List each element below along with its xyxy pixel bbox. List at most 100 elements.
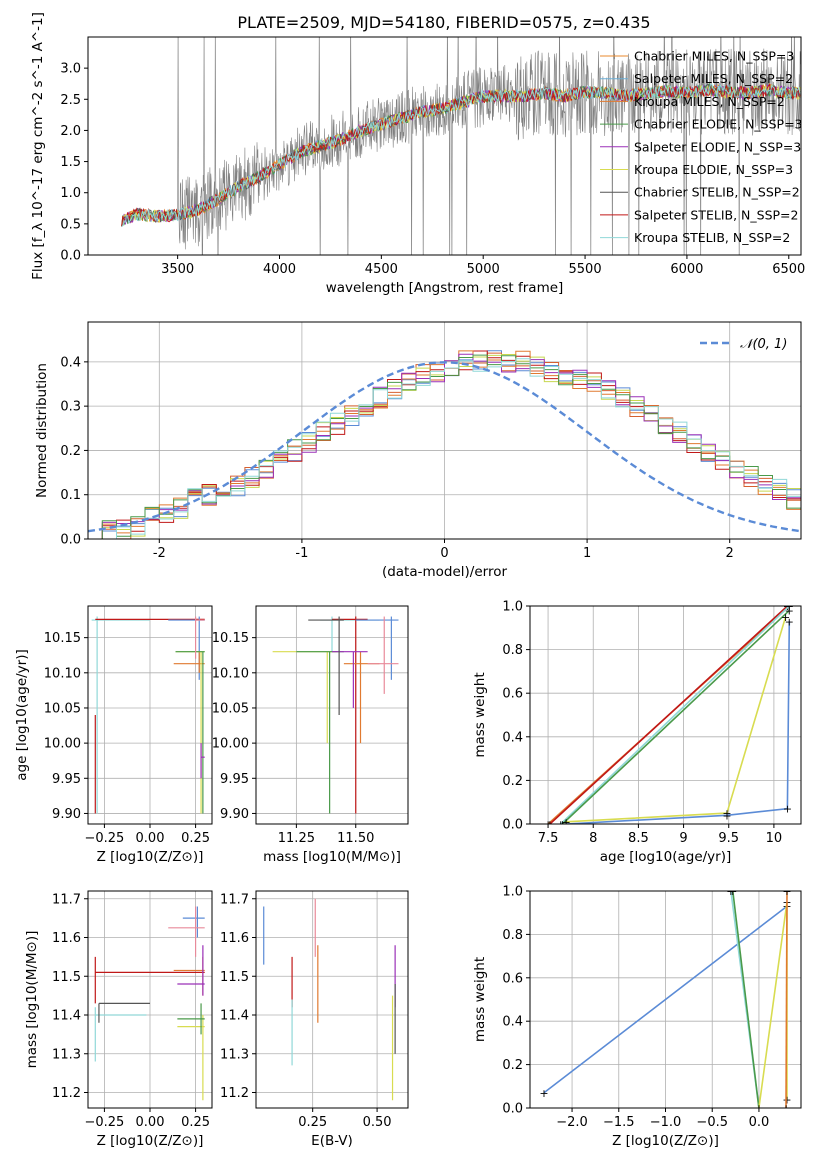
x-tick-label: 9.5: [718, 831, 739, 846]
weight-marker: +: [754, 1102, 763, 1115]
y-tick-label: 9.90: [220, 807, 249, 822]
weight-marker: +: [783, 803, 792, 816]
y-tick-label: 0.3: [60, 400, 81, 415]
weight-marker: +: [785, 604, 794, 617]
x-tick-label: −2.0: [556, 1115, 588, 1130]
y-tick-label: 10.10: [212, 666, 249, 681]
weight-marker: +: [782, 885, 791, 898]
x-tick-label: -1: [295, 546, 308, 561]
legend-label: Salpeter STELIB, N_SSP=2: [634, 207, 798, 222]
x-tick-label: 9: [679, 831, 687, 846]
x-tick-label: −0.25: [84, 831, 124, 846]
axes-frame: [529, 605, 802, 825]
weight-marker: +: [722, 809, 731, 822]
legend-label: Salpeter MILES, N_SSP=2: [634, 71, 793, 86]
panel-spectrum: 3500 4000 4500 5000 5500 6000 6500 0.0 0.5 1.0 1.5…: [30, 12, 805, 296]
weight-line: [785, 891, 788, 1108]
y-tick-label: 10.00: [44, 737, 81, 752]
x-axis-label: Z [log10(Z/Z⊙)]: [97, 1133, 204, 1149]
x-tick-label: 0: [440, 546, 448, 561]
figure-title: PLATE=2509, MJD=54180, FIBERID=0575, z=0…: [237, 13, 650, 32]
y-tick-label: 0.6: [502, 687, 523, 702]
weight-line: [543, 905, 788, 1094]
panel-residual-hist: -2 -1 0 1 2 0.0 0.1 0.2 0.3 0.4 (data-model)/error…: [34, 321, 802, 580]
y-tick-label: 11.2: [52, 1086, 81, 1101]
y-tick-label: 11.6: [220, 931, 249, 946]
y-tick-label: 11.3: [220, 1047, 249, 1062]
x-tick-label: 1: [583, 546, 591, 561]
y-tick-label: 0.1: [60, 488, 81, 503]
weight-marker: +: [722, 807, 731, 820]
x-tick-label: −0.25: [84, 1115, 124, 1130]
x-tick-label: 3500: [161, 262, 194, 277]
y-tick-label: 0.0: [60, 249, 81, 264]
weight-line: [566, 621, 791, 824]
weight-line: [549, 606, 788, 824]
y-tick-label: 0.0: [502, 1102, 523, 1117]
plot-area: [272, 616, 399, 814]
weight-marker: +: [785, 615, 794, 628]
x-tick-label: 8: [589, 831, 597, 846]
x-tick-label: 11.25: [278, 831, 315, 846]
y-axis-label: Flux [f_λ 10^-17 erg cm^-2 s^-1 A^-1]: [30, 12, 46, 280]
x-axis-label: age [log10(age/yr)]: [600, 849, 732, 865]
y-tick-label: 10.05: [44, 701, 81, 716]
y-tick-label: 10.10: [44, 666, 81, 681]
y-tick-label: 0.4: [60, 355, 81, 370]
y-tick-label: 0.2: [60, 444, 81, 459]
plot-area: [91, 616, 205, 814]
y-tick-label: 0.0: [502, 818, 523, 833]
spectrum-model-line: [121, 83, 801, 227]
y-tick-label: 10.05: [212, 701, 249, 716]
weight-line: [566, 616, 787, 823]
y-tick-label: 10.00: [212, 737, 249, 752]
y-tick-label: 9.95: [220, 772, 249, 787]
x-tick-label: 6000: [670, 262, 703, 277]
x-axis-label: E(B-V): [311, 1133, 353, 1149]
y-axis-label: mass weight: [472, 672, 488, 757]
legend-label: Salpeter ELODIE, N_SSP=3: [634, 139, 801, 154]
y-tick-label: 0.5: [60, 217, 81, 232]
y-tick-label: 0.0: [60, 533, 81, 548]
x-tick-label: 5000: [467, 262, 500, 277]
x-axis-label: Z [log10(Z/Z⊙)]: [97, 849, 204, 865]
legend-label: Kroupa MILES, N_SSP=2: [634, 94, 785, 109]
x-axis-label: mass [log10(M/M⊙)]: [263, 849, 401, 865]
legend-label: 𝒩(0, 1): [740, 337, 787, 352]
plot-area: [263, 898, 396, 1101]
weight-marker: +: [539, 1087, 548, 1100]
histogram-step-line: [88, 358, 801, 539]
x-axis-label: (data-model)/error: [382, 564, 508, 580]
panel-massweight-vs-Z: +++++++++++−2.0 −1.5 −1.0 −0.5 0.0 0.0 0.2 0.4 0…: [472, 885, 802, 1149]
weight-marker: +: [545, 818, 554, 831]
x-tick-label: 0.00: [136, 1115, 165, 1130]
x-tick-label: 0.50: [363, 1115, 392, 1130]
y-axis-label: mass weight: [472, 957, 488, 1042]
y-tick-label: 0.8: [502, 928, 523, 943]
plot-area: [94, 906, 205, 1101]
y-tick-label: 0.2: [502, 1058, 523, 1073]
y-tick-label: 3.0: [60, 62, 81, 77]
y-tick-label: 0.2: [502, 774, 523, 789]
y-tick-label: 1.5: [60, 155, 81, 170]
legend-label: Chabrier ELODIE, N_SSP=3: [634, 117, 803, 132]
y-axis-label: age [log10(age/yr)]: [14, 649, 30, 781]
weight-marker: +: [558, 818, 567, 831]
plot-area: [121, 37, 801, 255]
y-axis-label: Normed distribution: [34, 363, 50, 498]
legend-label: Chabrier STELIB, N_SSP=2: [634, 185, 800, 200]
gaussian-curve: [88, 361, 801, 533]
x-tick-label: 7.5: [538, 831, 559, 846]
axes-frame: [87, 36, 802, 256]
axes-frame: [255, 890, 409, 1109]
x-tick-label: −1.0: [650, 1115, 682, 1130]
x-axis-label: Z [log10(Z/Z⊙)]: [612, 1133, 719, 1149]
weight-marker: +: [728, 885, 737, 898]
weight-marker: +: [782, 1093, 791, 1106]
y-axis-label: mass [log10(M/M⊙)]: [24, 931, 40, 1069]
weight-line: [561, 609, 790, 824]
x-tick-label: −0.5: [696, 1115, 728, 1130]
legend-label: Chabrier MILES, N_SSP=3: [634, 49, 794, 64]
plot-area: [88, 350, 801, 539]
